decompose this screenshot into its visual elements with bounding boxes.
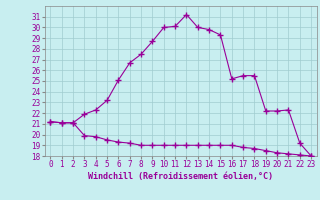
X-axis label: Windchill (Refroidissement éolien,°C): Windchill (Refroidissement éolien,°C): [88, 172, 273, 181]
